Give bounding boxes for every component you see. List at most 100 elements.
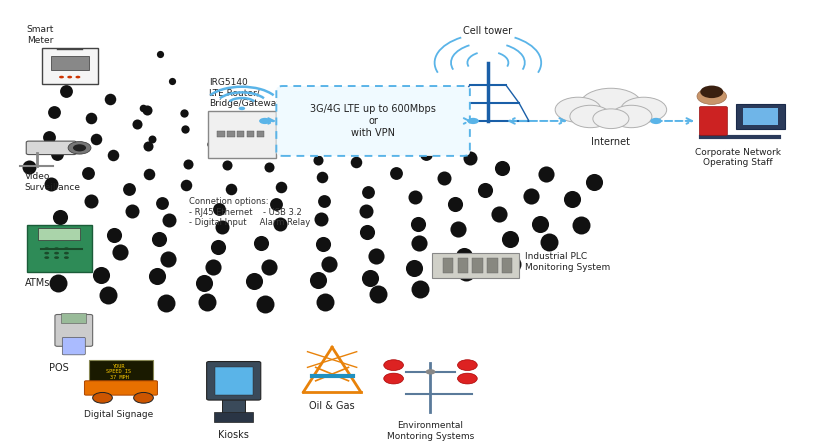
Point	[463, 155, 476, 162]
FancyBboxPatch shape	[27, 225, 92, 272]
Point	[206, 263, 219, 270]
Point	[262, 264, 275, 271]
Point	[142, 171, 155, 178]
Point	[162, 216, 175, 224]
Circle shape	[238, 107, 245, 110]
Circle shape	[75, 76, 80, 78]
Point	[179, 125, 192, 133]
Text: ATMs: ATMs	[25, 278, 50, 288]
Circle shape	[59, 76, 64, 78]
Point	[408, 194, 421, 201]
Point	[89, 135, 102, 142]
Point	[197, 280, 210, 287]
Point	[231, 149, 244, 156]
FancyBboxPatch shape	[735, 104, 784, 129]
Point	[213, 205, 226, 212]
Point	[130, 120, 143, 127]
Text: IRG5140
LTE Router/
Bridge/Gateway: IRG5140 LTE Router/ Bridge/Gateway	[209, 78, 282, 108]
Point	[274, 220, 287, 228]
Point	[179, 181, 192, 189]
Point	[94, 271, 107, 279]
Point	[311, 277, 324, 284]
FancyBboxPatch shape	[26, 141, 76, 155]
FancyBboxPatch shape	[472, 258, 482, 273]
Point	[68, 241, 81, 248]
Circle shape	[579, 88, 641, 122]
Point	[349, 158, 362, 165]
Circle shape	[54, 247, 59, 250]
Point	[319, 298, 332, 306]
Point	[448, 200, 461, 207]
Point	[84, 115, 97, 122]
Point	[165, 77, 179, 84]
FancyBboxPatch shape	[742, 108, 777, 125]
FancyBboxPatch shape	[206, 362, 260, 400]
FancyBboxPatch shape	[442, 258, 453, 273]
FancyBboxPatch shape	[227, 131, 234, 137]
FancyBboxPatch shape	[501, 258, 512, 273]
Point	[314, 215, 328, 223]
Point	[156, 199, 169, 206]
Point	[317, 197, 330, 204]
Point	[539, 171, 552, 178]
Point	[361, 188, 374, 195]
FancyBboxPatch shape	[42, 48, 97, 84]
Circle shape	[569, 105, 610, 128]
Text: YOUR
SPEED IS
37 MPH: YOUR SPEED IS 37 MPH	[106, 363, 131, 380]
Point	[102, 292, 115, 299]
Point	[50, 150, 63, 157]
Text: Oil & Gas: Oil & Gas	[309, 401, 355, 411]
Circle shape	[54, 252, 59, 254]
Text: Internet: Internet	[590, 137, 630, 146]
Circle shape	[649, 118, 661, 124]
Circle shape	[54, 256, 59, 259]
Point	[53, 214, 66, 221]
Point	[459, 268, 473, 275]
Text: Cell tower: Cell tower	[463, 26, 512, 36]
Point	[565, 195, 578, 202]
Point	[43, 134, 56, 141]
Point	[44, 181, 57, 188]
Point	[104, 95, 117, 103]
Point	[152, 235, 165, 242]
Point	[323, 261, 336, 268]
Point	[411, 220, 424, 227]
Point	[316, 240, 329, 247]
Point	[359, 208, 372, 215]
Point	[292, 128, 305, 135]
Point	[81, 169, 94, 177]
Point	[532, 220, 545, 227]
Circle shape	[610, 105, 651, 128]
Text: POS: POS	[49, 363, 69, 373]
FancyBboxPatch shape	[214, 412, 253, 422]
FancyBboxPatch shape	[699, 107, 726, 135]
Point	[360, 228, 373, 235]
FancyBboxPatch shape	[256, 131, 264, 137]
Point	[224, 185, 238, 193]
Circle shape	[425, 369, 435, 375]
FancyBboxPatch shape	[208, 111, 275, 158]
Point	[412, 240, 425, 247]
Point	[371, 290, 384, 297]
Point	[204, 140, 217, 147]
Text: Environmental
Montoring Systems: Environmental Montoring Systems	[387, 421, 473, 440]
FancyBboxPatch shape	[217, 131, 224, 137]
Point	[437, 174, 450, 181]
Point	[542, 239, 555, 246]
Text: Digital Signage: Digital Signage	[84, 410, 153, 419]
Point	[503, 235, 516, 242]
Point	[262, 163, 275, 170]
FancyBboxPatch shape	[457, 258, 468, 273]
Point	[263, 142, 276, 150]
Point	[505, 260, 518, 267]
Point	[219, 162, 233, 169]
Circle shape	[73, 144, 86, 151]
FancyBboxPatch shape	[215, 367, 252, 395]
Circle shape	[620, 97, 666, 122]
Circle shape	[383, 373, 403, 384]
Circle shape	[554, 97, 600, 122]
Point	[587, 178, 600, 185]
Point	[125, 207, 138, 215]
Point	[141, 142, 154, 150]
FancyBboxPatch shape	[222, 384, 245, 415]
